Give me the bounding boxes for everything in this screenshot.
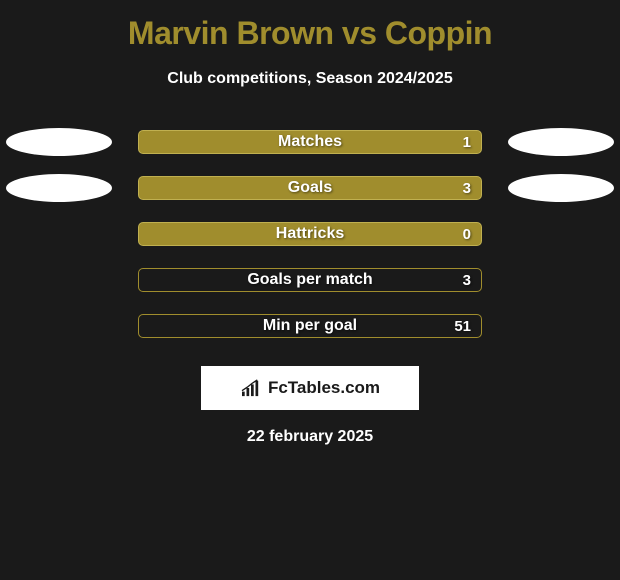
stat-label: Hattricks: [276, 225, 344, 243]
stat-row-hattricks: Hattricks 0: [0, 222, 620, 246]
stat-label: Min per goal: [263, 317, 357, 335]
stat-row-min-per-goal: Min per goal 51: [0, 314, 620, 338]
stat-bar: Matches 1: [138, 130, 482, 154]
stat-row-matches: Matches 1: [0, 130, 620, 154]
stat-value: 1: [463, 134, 471, 151]
page-title: Marvin Brown vs Coppin: [128, 15, 492, 52]
ellipse-left-icon: [6, 174, 112, 202]
stat-value: 0: [463, 226, 471, 243]
stat-value: 51: [454, 318, 471, 335]
logo-text: FcTables.com: [268, 378, 380, 398]
stat-bar: Min per goal 51: [138, 314, 482, 338]
stat-label: Goals per match: [247, 271, 372, 289]
ellipse-right-icon: [508, 128, 614, 156]
stat-value: 3: [463, 180, 471, 197]
date-label: 22 february 2025: [247, 428, 373, 446]
stat-row-goals-per-match: Goals per match 3: [0, 268, 620, 292]
stats-section: Matches 1 Goals 3 Hattricks 0 Goals per …: [0, 130, 620, 338]
chart-icon: [240, 379, 262, 397]
stat-label: Matches: [278, 133, 342, 151]
stat-bar: Goals 3: [138, 176, 482, 200]
stat-label: Goals: [288, 179, 332, 197]
stat-bar: Hattricks 0: [138, 222, 482, 246]
main-container: Marvin Brown vs Coppin Club competitions…: [0, 0, 620, 456]
ellipse-left-icon: [6, 128, 112, 156]
subtitle: Club competitions, Season 2024/2025: [167, 70, 452, 88]
stat-row-goals: Goals 3: [0, 176, 620, 200]
stat-bar: Goals per match 3: [138, 268, 482, 292]
ellipse-right-icon: [508, 174, 614, 202]
stat-value: 3: [463, 272, 471, 289]
logo-box[interactable]: FcTables.com: [201, 366, 419, 410]
